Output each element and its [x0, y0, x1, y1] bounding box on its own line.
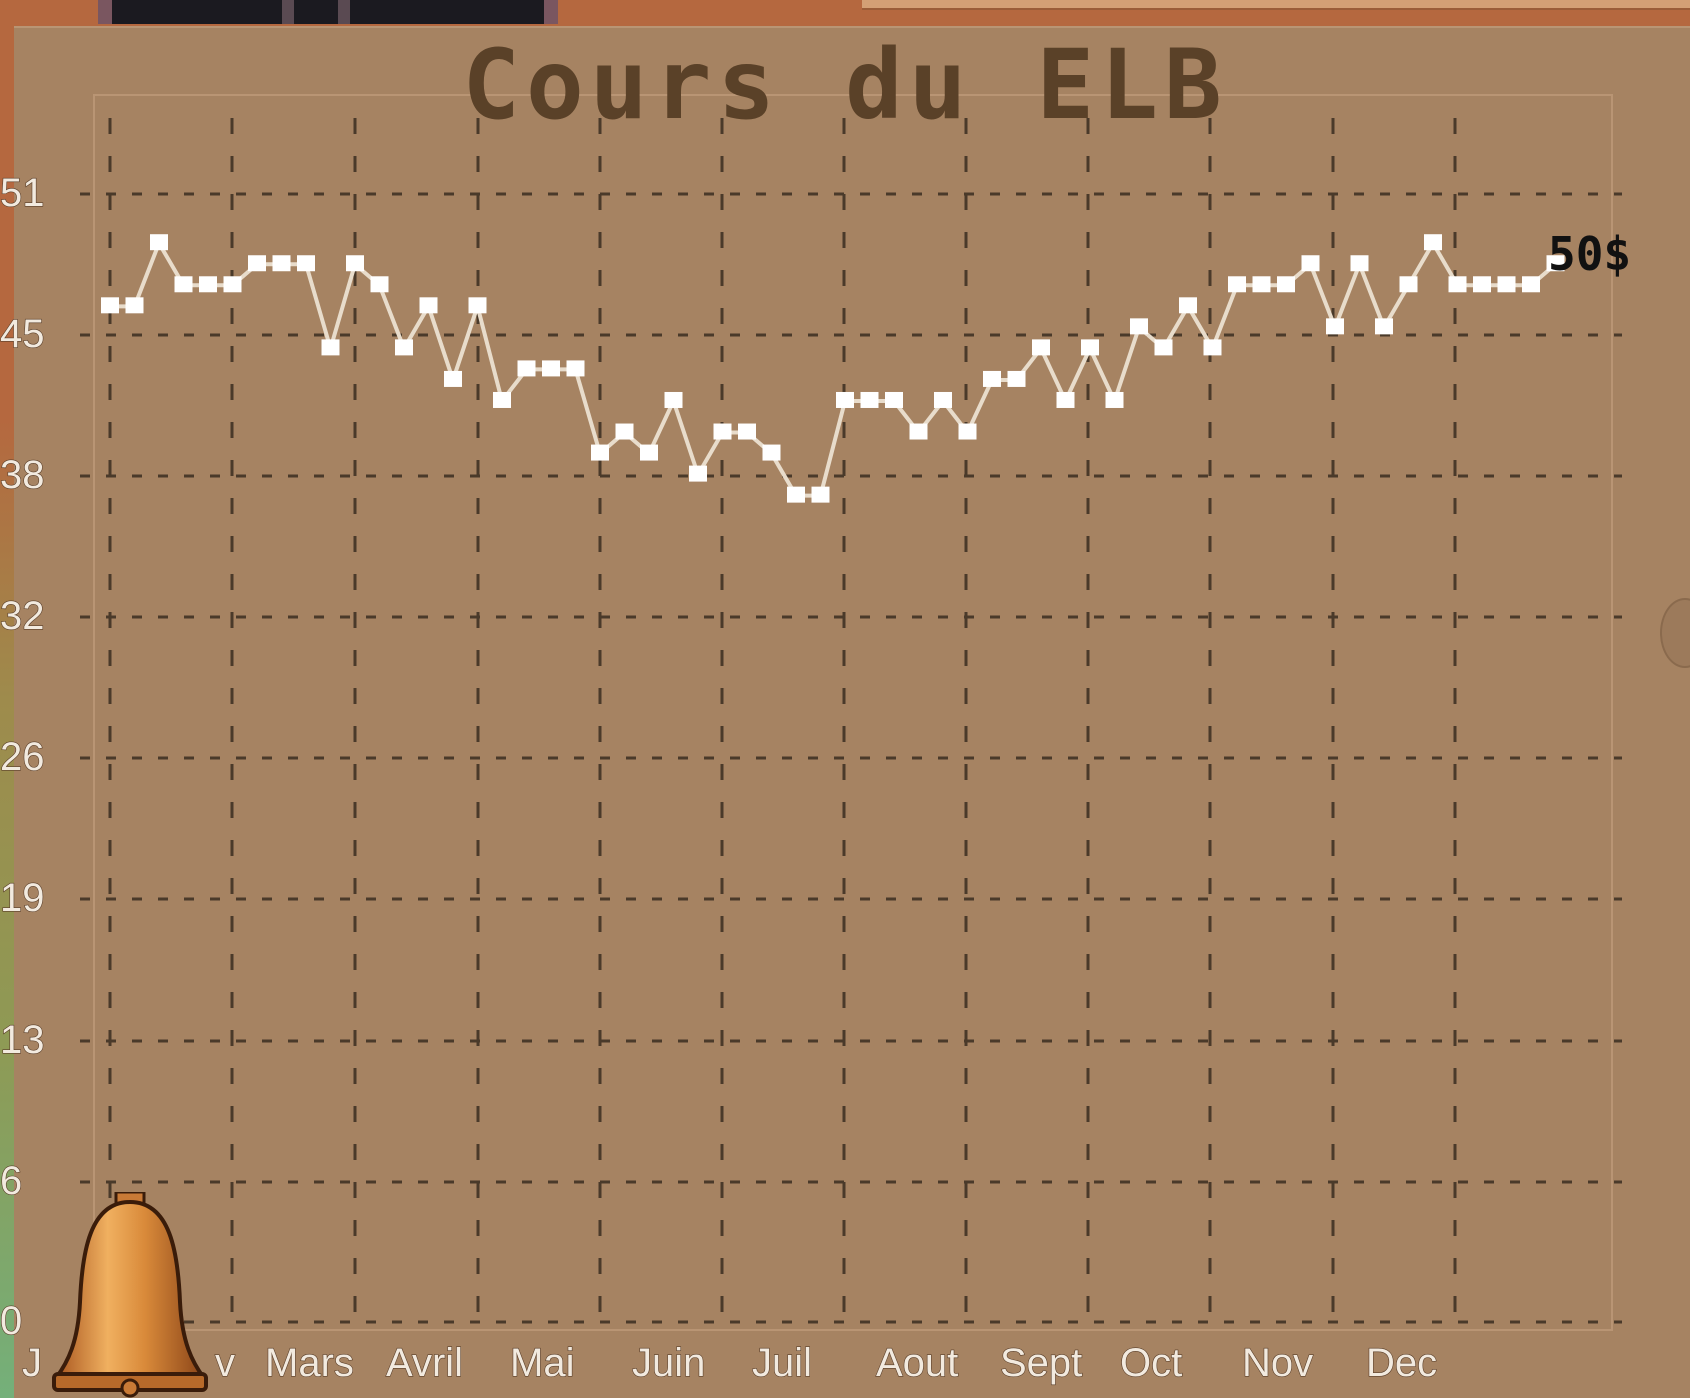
- data-point: [1350, 255, 1369, 272]
- y-tick-label: 0: [0, 1299, 22, 1343]
- data-point: [1179, 297, 1197, 314]
- data-point: [664, 391, 683, 408]
- data-point: [223, 276, 242, 293]
- data-point: [934, 391, 952, 408]
- data-point: [468, 297, 487, 314]
- data-point: [1301, 255, 1320, 272]
- data-point: [713, 423, 732, 440]
- y-tick-label: 51: [0, 171, 45, 215]
- plot-frame: [93, 94, 1613, 1331]
- data-point: [272, 255, 291, 272]
- data-point: [395, 339, 413, 356]
- data-point: [174, 276, 193, 293]
- data-point: [1448, 276, 1467, 293]
- chart-title: Cours du ELB: [462, 29, 1228, 141]
- data-point: [1081, 339, 1099, 356]
- data-point: [1007, 370, 1026, 387]
- data-point: [542, 360, 560, 377]
- data-point: [493, 391, 511, 408]
- stock-chart-panel: [14, 26, 1690, 1398]
- data-point: [836, 391, 854, 408]
- data-point: [1154, 339, 1173, 356]
- x-tick-label: Avril: [386, 1341, 463, 1385]
- data-point: [321, 339, 340, 356]
- data-point: [1424, 234, 1442, 251]
- data-point: [885, 391, 903, 408]
- data-point: [1056, 391, 1075, 408]
- top-toolbar: [98, 0, 558, 24]
- data-point: [640, 444, 658, 461]
- data-point: [1032, 339, 1050, 356]
- bell-icon[interactable]: [50, 1192, 210, 1398]
- data-point: [1546, 255, 1565, 272]
- x-tick-label: Nov: [1242, 1341, 1313, 1385]
- data-point: [444, 370, 462, 387]
- y-tick-label: 32: [0, 594, 45, 638]
- data-point: [1375, 318, 1393, 335]
- y-axis: 51 45 38 32 26 19 13 6 0: [0, 170, 45, 1343]
- data-point: [199, 276, 217, 293]
- data-point: [958, 423, 977, 440]
- data-point: [738, 423, 756, 440]
- data-point: [1497, 276, 1516, 293]
- data-point: [125, 297, 144, 314]
- x-tick-label: Mai: [510, 1341, 574, 1385]
- left-gauge-bar: [0, 0, 14, 1398]
- x-tick-label: v: [215, 1341, 235, 1385]
- data-point: [1105, 391, 1124, 408]
- data-point: [811, 486, 830, 503]
- data-point: [101, 297, 119, 314]
- data-point: [860, 391, 879, 408]
- toolbar-divider: [282, 0, 294, 24]
- data-point: [150, 234, 168, 251]
- data-point: [1399, 276, 1418, 293]
- x-tick-label: Aout: [876, 1341, 958, 1385]
- y-tick-label: 45: [0, 312, 45, 356]
- data-point: [297, 255, 315, 272]
- x-tick-label: Oct: [1120, 1341, 1182, 1385]
- data-point: [1277, 276, 1295, 293]
- toolbar-divider: [338, 0, 350, 24]
- y-tick-label: 38: [0, 453, 45, 497]
- current-price-label: 50$: [1548, 227, 1631, 281]
- data-point: [787, 486, 805, 503]
- x-tick-label: Dec: [1366, 1341, 1437, 1385]
- data-point: [1203, 339, 1222, 356]
- chart-series: [101, 234, 1565, 503]
- y-tick-label: 6: [0, 1159, 22, 1203]
- data-point: [1326, 318, 1344, 335]
- x-tick-label: Juin: [632, 1341, 705, 1385]
- data-point: [1522, 276, 1540, 293]
- data-point: [909, 423, 928, 440]
- y-tick-label: 26: [0, 735, 45, 779]
- x-tick-label: Juil: [752, 1341, 812, 1385]
- data-point: [983, 370, 1001, 387]
- data-point: [566, 360, 585, 377]
- data-point: [419, 297, 438, 314]
- data-point: [346, 255, 364, 272]
- data-point: [615, 423, 634, 440]
- x-tick-label: Mars: [265, 1341, 354, 1385]
- x-tick-label: Sept: [1000, 1341, 1082, 1385]
- data-point: [370, 276, 389, 293]
- data-point: [517, 360, 536, 377]
- top-panel-strip: [862, 0, 1690, 10]
- data-point: [1130, 318, 1148, 335]
- data-point: [1252, 276, 1271, 293]
- series-line: [110, 238, 1557, 498]
- y-tick-label: 13: [0, 1018, 45, 1062]
- x-tick-label: J: [22, 1341, 42, 1385]
- y-tick-label: 19: [0, 876, 45, 920]
- data-point: [762, 444, 781, 461]
- data-point: [1473, 276, 1491, 293]
- data-point: [689, 465, 707, 482]
- data-point: [1228, 276, 1246, 293]
- data-point: [248, 255, 266, 272]
- data-point: [591, 444, 609, 461]
